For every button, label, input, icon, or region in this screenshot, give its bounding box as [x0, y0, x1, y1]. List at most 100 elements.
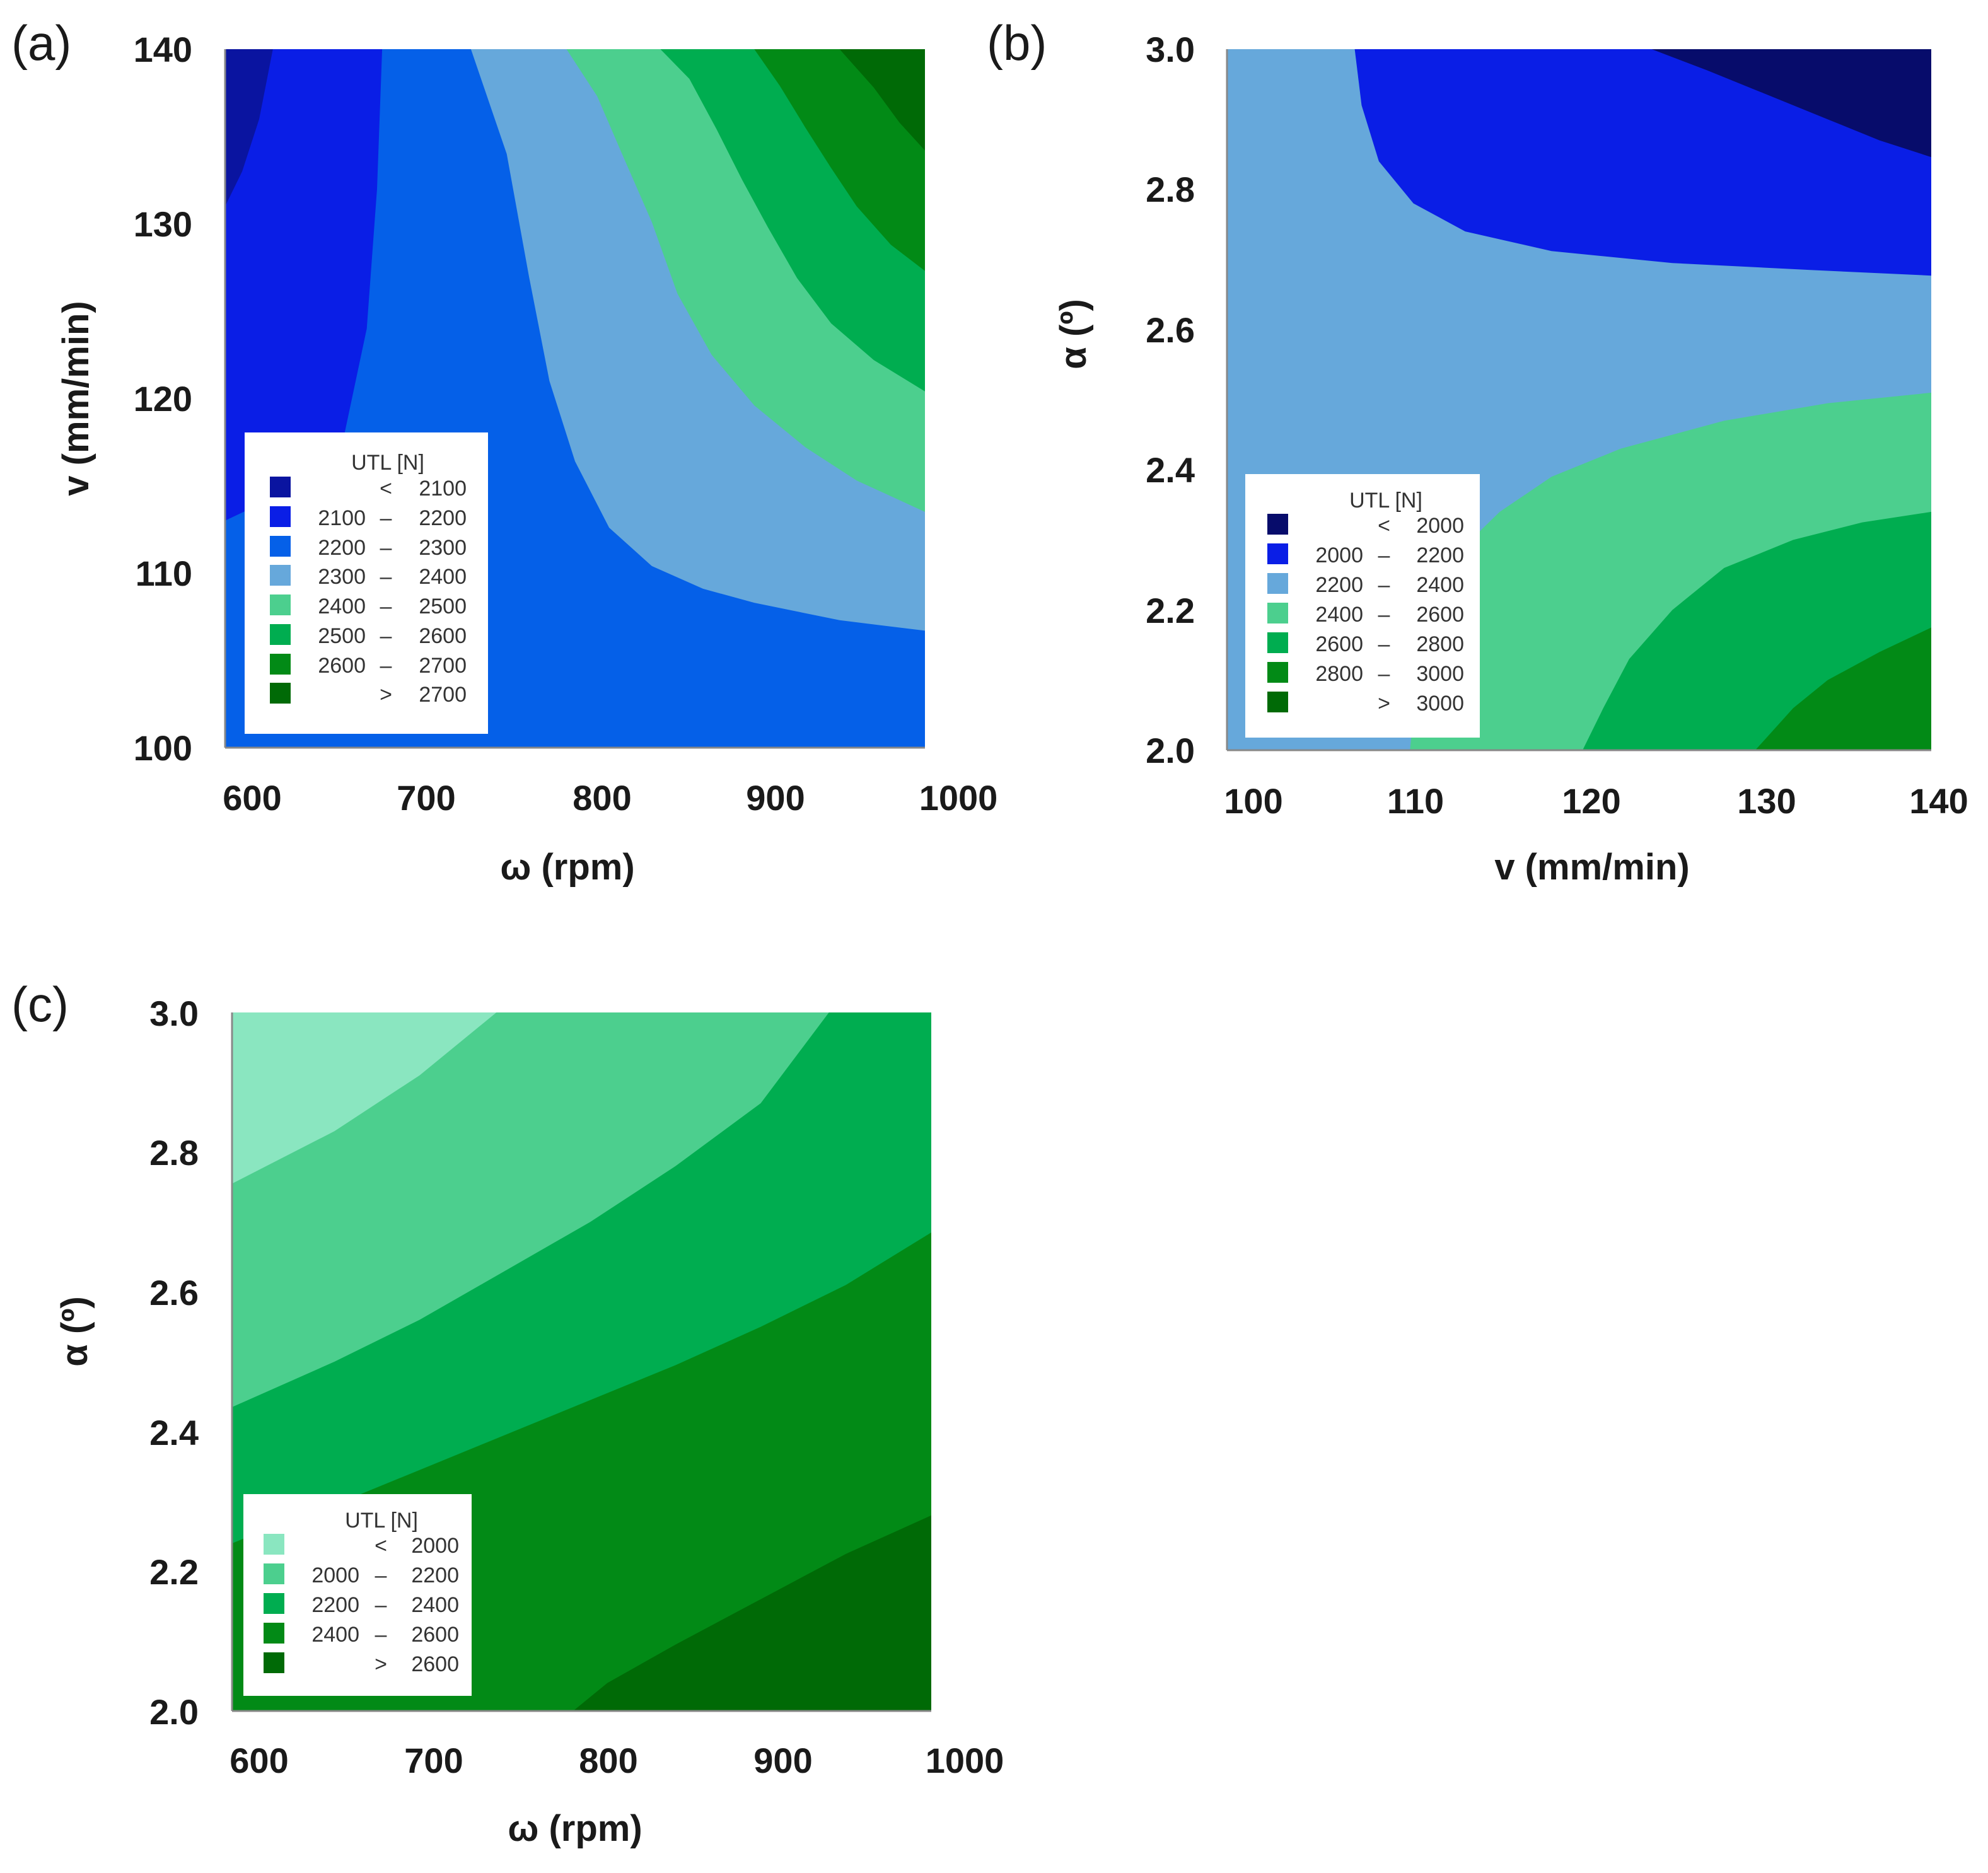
- panel-c-legend-range-end: 2600: [411, 1623, 459, 1647]
- panel-c-legend-row: 2000 – 2200: [264, 1563, 459, 1587]
- panel-b-contour-region--2000: [1651, 49, 1931, 158]
- panel-c-legend-range-start: 2000: [311, 1563, 359, 1587]
- panel-a-contour-region-2600-2700: [754, 49, 925, 271]
- panel-c: (c) 600 700 800 900 1000 2.0 2.2 2.4 2.6…: [11, 977, 1004, 1849]
- panel-b-contour-region-2000-2200: [1354, 49, 1931, 276]
- panel-a-y-tick: 130: [134, 204, 192, 244]
- panel-b-legend-range-start: 2800: [1315, 662, 1363, 686]
- panel-c-x-tick-labels: 600 700 800 900 1000: [230, 1741, 1004, 1780]
- panel-c-legend-title: UTL [N]: [345, 1509, 418, 1533]
- panel-c-legend-swatch: [264, 1652, 284, 1673]
- panel-c-x-tick: 700: [404, 1741, 463, 1780]
- panel-c-legend-row: 2200 – 2400: [264, 1593, 459, 1617]
- panel-c-legend-swatch: [264, 1534, 284, 1555]
- panel-a-legend: UTL [N] < 2100 2100 – 2200 2200 – 2300: [245, 432, 488, 734]
- panel-b-y-tick: 2.8: [1146, 170, 1195, 209]
- panel-b-legend-range-end: 3000: [1416, 692, 1464, 716]
- panel-c-x-tick: 1000: [926, 1741, 1004, 1780]
- panel-c-legend-row: < 2000: [264, 1534, 459, 1558]
- panel-b-legend-range-start: 2200: [1315, 573, 1363, 597]
- panel-c-legend-range-start: 2200: [311, 1593, 359, 1617]
- panel-a-x-tick: 1000: [919, 778, 998, 818]
- panel-c-y-axis-title: α (º): [54, 1296, 95, 1367]
- panel-a-legend-range-start: 2200: [318, 536, 366, 560]
- panel-a-legend-range-end: 2100: [419, 477, 467, 501]
- panel-b-legend-range-separator: –: [1378, 662, 1390, 686]
- panel-a-label: (a): [11, 15, 71, 71]
- panel-c-y-tick: 2.4: [149, 1413, 199, 1453]
- panel-b-legend-range-end: 2200: [1416, 543, 1464, 567]
- panel-b-legend-swatch: [1267, 632, 1288, 653]
- panel-a-legend-row: 2200 – 2300: [270, 536, 467, 560]
- panel-c-legend-swatch: [264, 1623, 284, 1644]
- panel-c-x-tick: 900: [753, 1741, 812, 1780]
- panel-a-legend-range-separator: –: [380, 506, 392, 530]
- panel-b-legend-range-separator: >: [1378, 692, 1390, 716]
- panel-a-legend-row: > 2700: [270, 683, 467, 707]
- panel-b-legend-row: 2600 – 2800: [1267, 632, 1464, 656]
- panel-a-legend-range-separator: <: [380, 477, 392, 501]
- panel-c-y-tick-labels: 2.0 2.2 2.4 2.6 2.8 3.0: [149, 994, 199, 1732]
- panel-b-legend-row: 2800 – 3000: [1267, 662, 1464, 686]
- panel-a-legend-range-start: 2400: [318, 594, 366, 618]
- panel-a-legend-swatch: [270, 683, 291, 704]
- panel-a-legend-range-end: 2300: [419, 536, 467, 560]
- panel-b-legend-range-separator: –: [1378, 543, 1390, 567]
- panel-a-legend-row: < 2100: [270, 477, 467, 501]
- panel-b-legend-row: 2000 – 2200: [1267, 543, 1464, 567]
- panel-a-legend-swatch: [270, 594, 291, 615]
- panel-b-y-axis-title: α (º): [1053, 299, 1094, 369]
- panel-a-legend-row: 2400 – 2500: [270, 594, 467, 618]
- panel-b-y-tick: 2.0: [1146, 731, 1195, 770]
- panel-b-legend-swatch: [1267, 543, 1288, 564]
- panel-a-legend-row: 2600 – 2700: [270, 654, 467, 678]
- panel-b-y-tick: 2.2: [1146, 591, 1195, 630]
- panel-b-contour-region-2800-3000: [1755, 627, 1931, 750]
- panel-a-x-tick-labels: 600 700 800 900 1000: [223, 778, 997, 818]
- panel-b-legend-row: 2200 – 2400: [1267, 573, 1464, 597]
- panel-a-y-tick: 100: [134, 728, 192, 768]
- panel-b-legend-swatch: [1267, 662, 1288, 683]
- panel-a-legend-range-separator: –: [380, 624, 392, 648]
- panel-a-legend-swatch: [270, 477, 291, 497]
- panel-a-y-tick: 120: [134, 379, 192, 419]
- panel-a-legend-range-separator: –: [380, 654, 392, 678]
- panel-b-legend-swatch: [1267, 692, 1288, 712]
- panel-c-y-tick: 2.6: [149, 1273, 199, 1313]
- panel-b-x-tick: 140: [1909, 781, 1968, 821]
- panel-b-x-axis-title: v (mm/min): [1494, 847, 1689, 888]
- panel-a-legend-range-separator: –: [380, 536, 392, 560]
- panel-b-legend-range-end: 2400: [1416, 573, 1464, 597]
- panel-a-y-tick: 140: [134, 30, 192, 69]
- panel-a-contour-region-2100-2200: [225, 49, 383, 521]
- panel-a-legend-range-start: 2300: [318, 565, 366, 589]
- panel-c-legend-range-separator: –: [375, 1593, 387, 1617]
- panel-c-legend-range-separator: –: [375, 1563, 387, 1587]
- panel-c-y-tick: 2.8: [149, 1133, 199, 1173]
- panel-b-legend-title: UTL [N]: [1349, 489, 1422, 513]
- panel-a-legend-range-separator: –: [380, 565, 392, 589]
- panel-b-legend-range-separator: –: [1378, 603, 1390, 627]
- panel-a-legend-swatch: [270, 565, 291, 586]
- panel-b-legend-row: > 3000: [1267, 692, 1464, 716]
- panel-b-x-tick-labels: 100 110 120 130 140: [1224, 781, 1968, 821]
- panel-c-legend: UTL [N] < 2000 2000 – 2200 2200 – 2400: [243, 1494, 472, 1696]
- panel-b-legend-range-end: 2000: [1416, 514, 1464, 538]
- panel-a-x-tick: 600: [223, 778, 281, 818]
- panel-c-legend-row: 2400 – 2600: [264, 1623, 459, 1647]
- panel-c-legend-range-separator: >: [375, 1652, 387, 1676]
- panel-a-legend-range-end: 2700: [419, 683, 467, 707]
- panel-a-x-tick: 700: [397, 778, 455, 818]
- panel-a-legend-swatch: [270, 506, 291, 527]
- panel-b-legend-swatch: [1267, 603, 1288, 623]
- panel-a-y-tick: 110: [136, 554, 192, 593]
- panel-c-legend-range-separator: –: [375, 1623, 387, 1647]
- panel-b-legend-row: 2400 – 2600: [1267, 603, 1464, 627]
- panel-a-x-axis-title: ω (rpm): [500, 847, 634, 888]
- panel-b-legend-swatch: [1267, 573, 1288, 594]
- panel-c-legend-range-end: 2000: [411, 1534, 459, 1558]
- panel-c-legend-range-end: 2600: [411, 1652, 459, 1676]
- panel-a-legend-range-start: 2600: [318, 654, 366, 678]
- panel-c-x-axis-title: ω (rpm): [508, 1808, 642, 1849]
